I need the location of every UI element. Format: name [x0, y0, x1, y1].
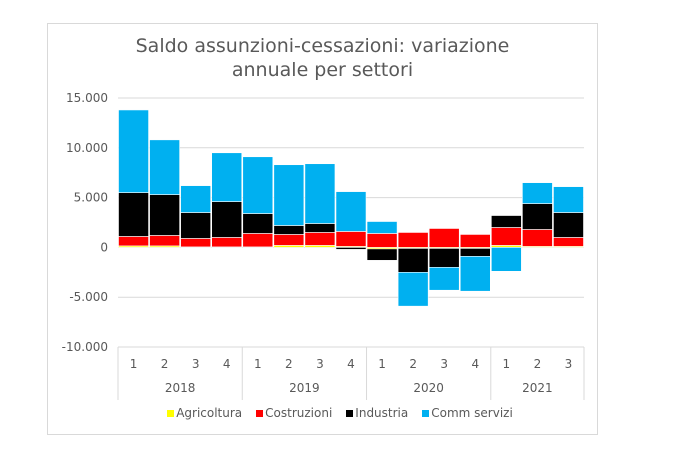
legend-item: Industria [346, 406, 408, 420]
bar-segment-costruzioni [211, 237, 243, 248]
bar-segment-industria [211, 201, 243, 238]
y-axis: 15.000 10.000 5.000 0 -5.000 -10.000 [62, 91, 108, 354]
bar-segment-comm-servizi [459, 256, 491, 292]
x-axis: 1 2 3 4 1 2 3 4 1 2 3 4 1 2 3 2018 2019 2020 2021 [117, 346, 585, 400]
bar-segment-industria [522, 203, 553, 230]
bar-segment-industria [335, 247, 367, 250]
bar-segment-costruzioni [522, 229, 553, 247]
bar-segment-comm-servizi [180, 185, 211, 213]
legend-swatch [167, 409, 175, 417]
x-group-label: 2020 [413, 381, 444, 395]
bar-segment-costruzioni [149, 235, 180, 247]
bar-segment-industria [242, 213, 274, 234]
x-tick-label: 3 [192, 357, 200, 371]
bar-segment-industria [273, 225, 305, 235]
x-tick-label: 2 [285, 357, 293, 371]
bar-segment-comm-servizi [335, 191, 367, 232]
x-group-label: 2019 [289, 381, 320, 395]
bar-segment-industria [553, 212, 584, 238]
bar-segment-comm-servizi [366, 221, 398, 234]
bar-segment-comm-servizi [553, 186, 584, 213]
bar-segment-comm-servizi [490, 247, 522, 272]
bar-segment-industria [149, 194, 180, 236]
bar-segment-comm-servizi [428, 267, 460, 291]
bar-segment-comm-servizi [273, 164, 305, 226]
bar-segment-comm-servizi [118, 109, 149, 193]
bar-segment-comm-servizi [397, 271, 429, 307]
legend-swatch [422, 409, 430, 417]
bar-segment-costruzioni [180, 238, 211, 248]
y-tick-label: 10.000 [66, 141, 108, 155]
x-tick-label: 1 [378, 357, 386, 371]
x-tick-label: 4 [347, 357, 355, 371]
x-tick-label: 3 [316, 357, 324, 371]
y-tick-label: -5.000 [69, 290, 108, 304]
legend-label: Industria [355, 406, 409, 420]
bar-segment-costruzioni [490, 227, 522, 246]
bar-segment-costruzioni [118, 236, 149, 247]
bar-segment-comm-servizi [242, 156, 274, 214]
bar-segment-costruzioni [553, 237, 584, 247]
bars [118, 109, 584, 307]
bar-segment-comm-servizi [211, 152, 243, 202]
bar-segment-costruzioni [335, 231, 367, 247]
bar-segment-costruzioni [366, 233, 398, 248]
chart-title: Saldo assunzioni-cessazioni: variazione … [47, 34, 598, 82]
bar-segment-costruzioni [304, 232, 336, 246]
bar-segment-industria [366, 248, 398, 261]
x-tick-label: 1 [130, 357, 138, 371]
legend-label: Agricoltura [176, 406, 243, 420]
bar-segment-costruzioni [459, 234, 491, 248]
y-tick-label: 5.000 [74, 191, 108, 205]
bar-segment-costruzioni [273, 234, 305, 246]
x-tick-label: 1 [503, 357, 511, 371]
bar-segment-costruzioni [428, 228, 460, 248]
legend-item: Comm servizi [422, 406, 513, 420]
bar-segment-comm-servizi [522, 182, 553, 204]
bar-segment-comm-servizi [304, 163, 336, 224]
legend-swatch [346, 409, 354, 417]
legend-item: Costruzioni [256, 406, 332, 420]
bar-segment-industria [118, 192, 149, 237]
bar-segment-industria [459, 248, 491, 257]
y-tick-label: 15.000 [66, 91, 108, 105]
bar-segment-costruzioni [397, 232, 429, 248]
bar-segment-industria [428, 248, 460, 268]
legend-item: Agricoltura [167, 406, 242, 420]
y-tick-label: -10.000 [62, 340, 108, 354]
legend: Agricoltura Costruzioni Industria Comm serv… [0, 406, 680, 420]
legend-label: Comm servizi [431, 406, 513, 420]
x-group-label: 2021 [522, 381, 553, 395]
x-tick-label: 4 [471, 357, 479, 371]
bar-segment-comm-servizi [149, 139, 180, 195]
bar-segment-industria [304, 223, 336, 233]
x-tick-label: 3 [440, 357, 448, 371]
y-tick-label: 0 [100, 240, 108, 254]
x-tick-label: 1 [254, 357, 262, 371]
legend-swatch [256, 409, 264, 417]
bar-segment-industria [397, 248, 429, 273]
x-tick-label: 2 [161, 357, 169, 371]
x-tick-label: 2 [534, 357, 542, 371]
bar-segment-costruzioni [242, 233, 274, 248]
x-group-label: 2018 [165, 381, 196, 395]
x-tick-label: 3 [565, 357, 573, 371]
legend-label: Costruzioni [265, 406, 333, 420]
x-tick-label: 4 [223, 357, 231, 371]
x-tick-label: 2 [409, 357, 417, 371]
bar-segment-industria [180, 212, 211, 239]
chart-title-line-1: Saldo assunzioni-cessazioni: variazione [135, 35, 510, 57]
chart-title-line-2: annuale per settori [231, 59, 414, 81]
bar-segment-industria [490, 215, 522, 228]
